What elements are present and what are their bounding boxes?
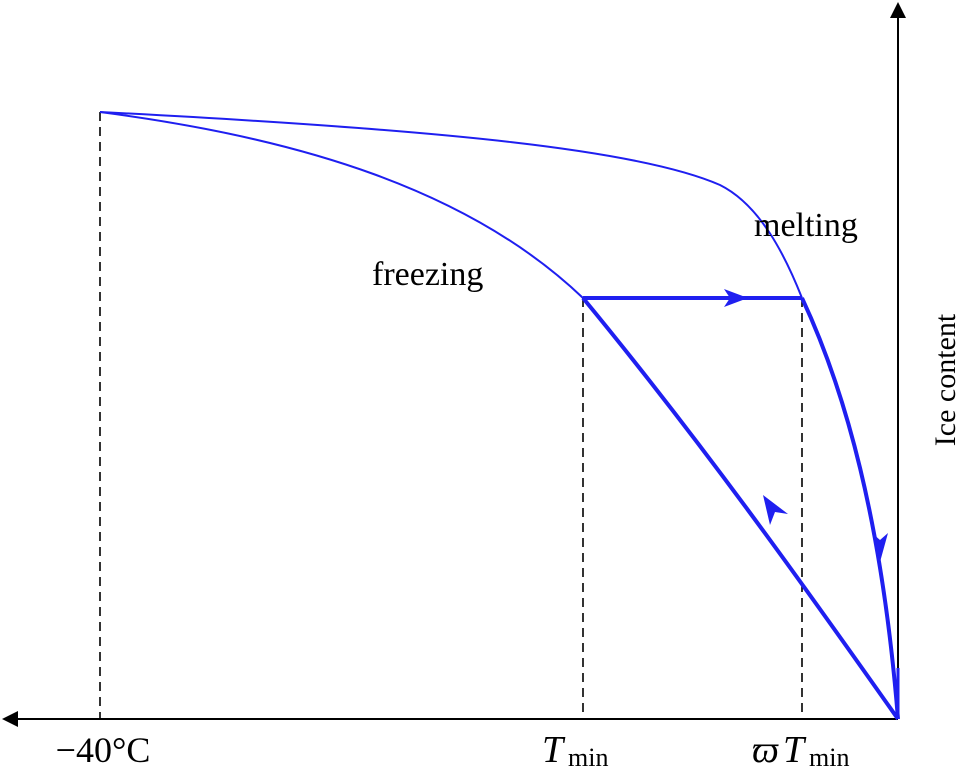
freezing-label: freezing <box>372 256 483 293</box>
melting-descent-arrow <box>872 533 888 562</box>
y-axis-label: Ice content <box>929 313 960 446</box>
tmin-subscript: min <box>568 743 608 771</box>
varpi-symbol: ϖ <box>752 729 779 771</box>
tmin-symbol: T <box>542 729 566 771</box>
melting-label: melting <box>754 207 858 244</box>
warming-arrow <box>724 289 748 307</box>
varpi-t-symbol: T <box>783 729 807 771</box>
melting-curve <box>99 111 803 299</box>
varpi-subscript: min <box>809 743 849 771</box>
freezing-return-arrow <box>763 495 788 525</box>
tick-label-minus40: −40°C <box>56 730 151 770</box>
x-axis-arrowhead <box>2 711 18 727</box>
y-axis-arrowhead <box>890 2 906 18</box>
melting-descent-path <box>800 297 900 720</box>
tick-label-varpi-tmin: ϖ T min <box>752 729 849 771</box>
tick-label-tmin: T min <box>542 729 608 771</box>
freezing-return-path <box>581 296 900 721</box>
freezing-curve <box>99 111 584 299</box>
